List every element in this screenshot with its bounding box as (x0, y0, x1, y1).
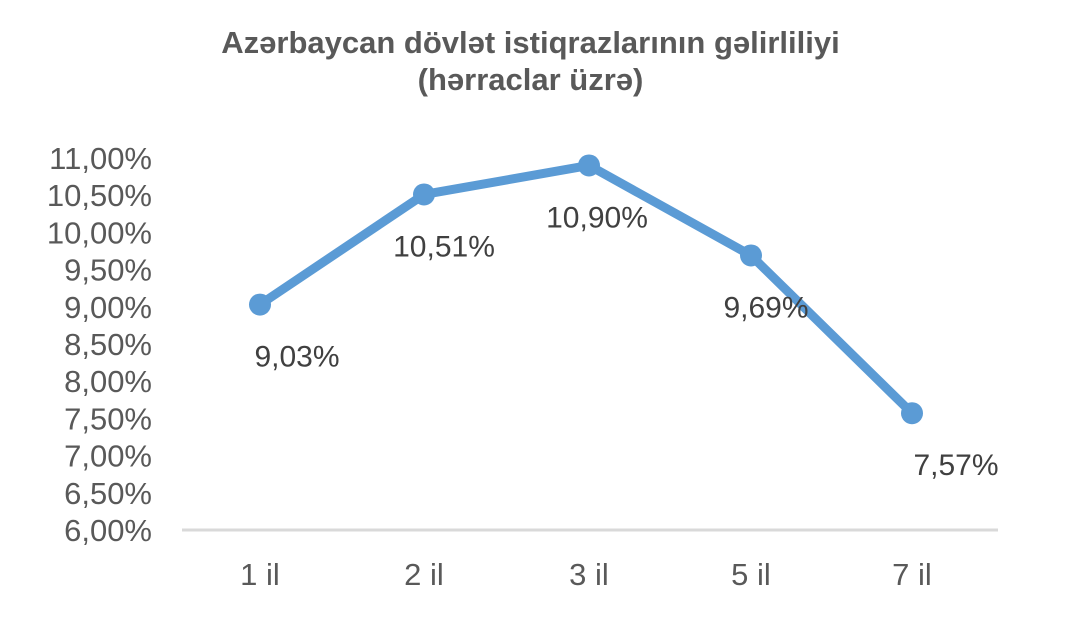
y-tick-label: 6,50% (64, 476, 152, 511)
x-tick-label: 1 il (240, 557, 280, 592)
data-point (901, 402, 923, 425)
data-label: 7,57% (913, 449, 998, 482)
y-tick-label: 9,50% (64, 253, 152, 288)
x-tick-label: 5 il (731, 557, 771, 592)
data-label: 10,51% (393, 230, 495, 263)
data-label: 9,03% (254, 341, 339, 374)
x-tick-label: 7 il (892, 557, 932, 592)
y-tick-label: 8,00% (64, 364, 152, 399)
y-tick-label: 9,00% (64, 290, 152, 325)
y-tick-label: 7,00% (64, 439, 152, 474)
data-point (578, 154, 600, 177)
data-point (740, 244, 762, 267)
y-tick-label: 7,50% (64, 401, 152, 436)
y-tick-label: 11,00% (49, 141, 152, 176)
chart-subtitle: (hərraclar üzrə) (417, 62, 644, 97)
y-tick-label: 6,00% (64, 513, 152, 548)
data-point (413, 183, 435, 206)
chart-title: Azərbaycan dövlət istiqrazlarının gəlirl… (221, 25, 840, 60)
data-label: 10,90% (546, 201, 648, 234)
x-tick-label: 3 il (569, 557, 609, 592)
y-tick-label: 8,50% (64, 327, 152, 362)
data-label: 9,69% (723, 291, 808, 324)
x-tick-label: 2 il (404, 557, 444, 592)
data-point (249, 293, 271, 316)
y-tick-label: 10,00% (47, 215, 152, 250)
y-tick-label: 10,50% (47, 178, 152, 213)
